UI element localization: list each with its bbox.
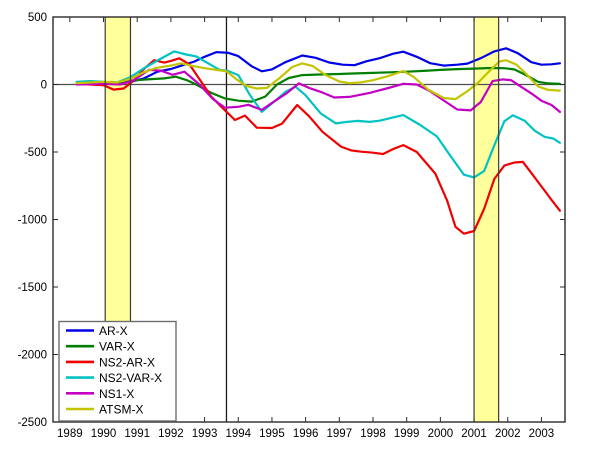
x-tick-label: 2003: [529, 428, 555, 440]
series-line-AR-X: [75, 47, 562, 85]
legend-label: ATSM-X: [99, 403, 143, 417]
x-tick-label: 1995: [259, 428, 285, 440]
x-tick-label: 2002: [495, 428, 521, 440]
x-tick-label: 1994: [225, 428, 251, 440]
series-line-NS1-X: [75, 68, 562, 114]
x-tick-label: 1997: [327, 428, 353, 440]
series-line-VAR-X: [75, 66, 562, 103]
x-tick-label: 1992: [158, 428, 184, 440]
y-tick-label: -2000: [18, 350, 47, 362]
legend-entry: VAR-X: [66, 340, 135, 354]
legend-box: [58, 320, 177, 422]
x-tick-label: 1996: [293, 428, 319, 440]
x-tick-label: 1989: [57, 428, 83, 440]
legend-entry: NS1-X: [66, 387, 134, 401]
series-line-NS2-VAR-X: [75, 50, 562, 179]
x-tick-label: 1999: [394, 428, 420, 440]
y-tick-label: 500: [28, 12, 47, 24]
legend-label: NS2-VAR-X: [99, 371, 162, 385]
x-tick-label: 1998: [360, 428, 386, 440]
legend-entry: NS2-AR-X: [66, 355, 155, 369]
legend-label: VAR-X: [99, 340, 135, 354]
y-tick-label: -1000: [18, 215, 47, 227]
x-tick-label: 2001: [461, 428, 487, 440]
y-tick-label: -2500: [18, 417, 47, 429]
y-tick-label: -1500: [18, 282, 47, 294]
series-line-ATSM-X: [75, 59, 562, 101]
legend-label: NS1-X: [99, 387, 134, 401]
recession-band: [474, 17, 499, 422]
x-tick-label: 1990: [91, 428, 117, 440]
y-tick-label: 0: [41, 80, 47, 92]
x-tick-label: 1993: [192, 428, 218, 440]
y-tick-label: -500: [24, 147, 47, 159]
x-tick-label: 2000: [428, 428, 454, 440]
legend-label: AR-X: [99, 324, 128, 338]
x-tick-label: 1991: [124, 428, 150, 440]
legend-entry: AR-X: [66, 324, 128, 338]
legend-entry: ATSM-X: [66, 403, 143, 417]
legend-label: NS2-AR-X: [99, 355, 155, 369]
legend-entry: NS2-VAR-X: [66, 371, 162, 385]
